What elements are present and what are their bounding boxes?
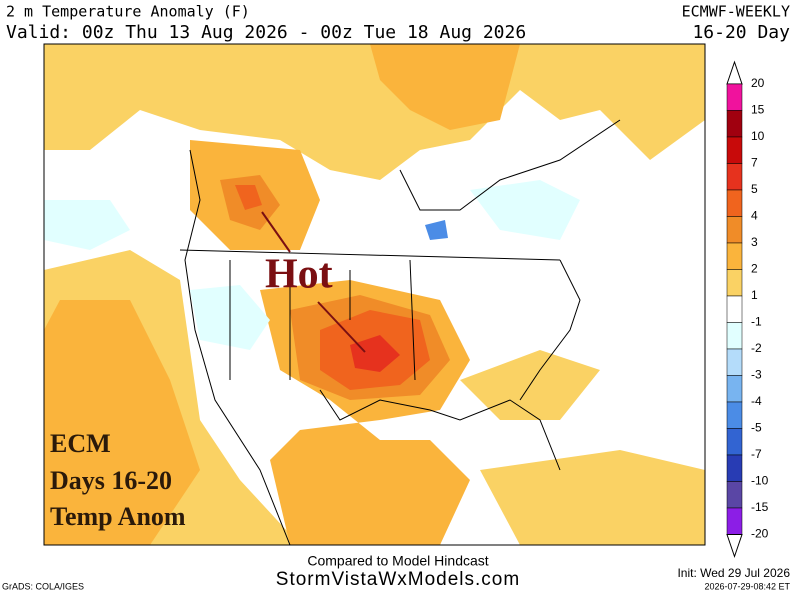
compared: Compared to Model Hindcast xyxy=(307,553,488,569)
colorbar-label: -10 xyxy=(751,474,769,488)
colorbar-label: -3 xyxy=(751,368,762,382)
colorbar-label: -5 xyxy=(751,421,762,435)
model: ECMWF-WEEKLY xyxy=(682,3,790,21)
note-line: Temp Anom xyxy=(50,502,186,531)
colorbar-box xyxy=(726,454,743,482)
colorbar-label: 10 xyxy=(751,129,765,143)
colorbar-box xyxy=(726,428,743,456)
note-line: ECM xyxy=(50,429,111,458)
colorbar-box xyxy=(726,163,743,191)
day-range: 16-20 Day xyxy=(692,22,790,43)
colorbar-box xyxy=(726,242,743,270)
colorbar-label: 2 xyxy=(751,262,758,276)
hot-label: Hot xyxy=(265,252,333,298)
colorbar-box xyxy=(726,110,743,138)
colorbar-box xyxy=(726,216,743,244)
colorbar-box xyxy=(726,507,743,535)
colorbar-label: 7 xyxy=(751,156,758,170)
colorbar-label: -20 xyxy=(751,527,769,541)
colorbar-label: 4 xyxy=(751,209,758,223)
valid: Valid: 00z Thu 13 Aug 2026 - 00z Tue 18 … xyxy=(6,22,526,43)
colorbar-label: 20 xyxy=(751,76,765,90)
colorbar: 20 15 10 7 5 4 3 2 1 -1 -2 -3 -4 -5 -7 -10 -15 -20 xyxy=(726,60,769,559)
colorbar-label: -2 xyxy=(751,341,762,355)
colorbar-label: 1 xyxy=(751,288,758,302)
colorbar-box xyxy=(726,189,743,217)
colorbar-box xyxy=(726,136,743,164)
colorbar-box xyxy=(726,295,743,323)
site: StormVistaWxModels.com xyxy=(276,569,520,590)
colorbar-label: -7 xyxy=(751,447,762,461)
colorbar-label: 3 xyxy=(751,235,758,249)
title: 2 m Temperature Anomaly (F) xyxy=(6,3,250,21)
note-line: Days 16-20 xyxy=(50,466,172,495)
colorbar-box xyxy=(726,481,743,509)
hot-annotation: Hot xyxy=(261,211,366,353)
colorbar-box xyxy=(726,348,743,376)
colorbar-arrow xyxy=(726,60,743,85)
stamp: 2026-07-29-08:42 ET xyxy=(704,581,790,591)
colorbar-label: -4 xyxy=(751,394,762,408)
init: Init: Wed 29 Jul 2026 xyxy=(677,566,790,580)
colorbar-label: -1 xyxy=(751,315,762,329)
colorbar-box xyxy=(726,375,743,403)
colorbar-arrow xyxy=(726,534,743,559)
colorbar-label: -15 xyxy=(751,500,769,514)
grads: GrADS: COLA/IGES xyxy=(2,581,84,591)
colorbar-label: 5 xyxy=(751,182,758,196)
colorbar-box xyxy=(726,83,743,111)
colorbar-box xyxy=(726,322,743,350)
colorbar-box xyxy=(726,401,743,429)
map xyxy=(43,43,706,546)
colorbar-box xyxy=(726,269,743,297)
colorbar-label: 15 xyxy=(751,103,765,117)
